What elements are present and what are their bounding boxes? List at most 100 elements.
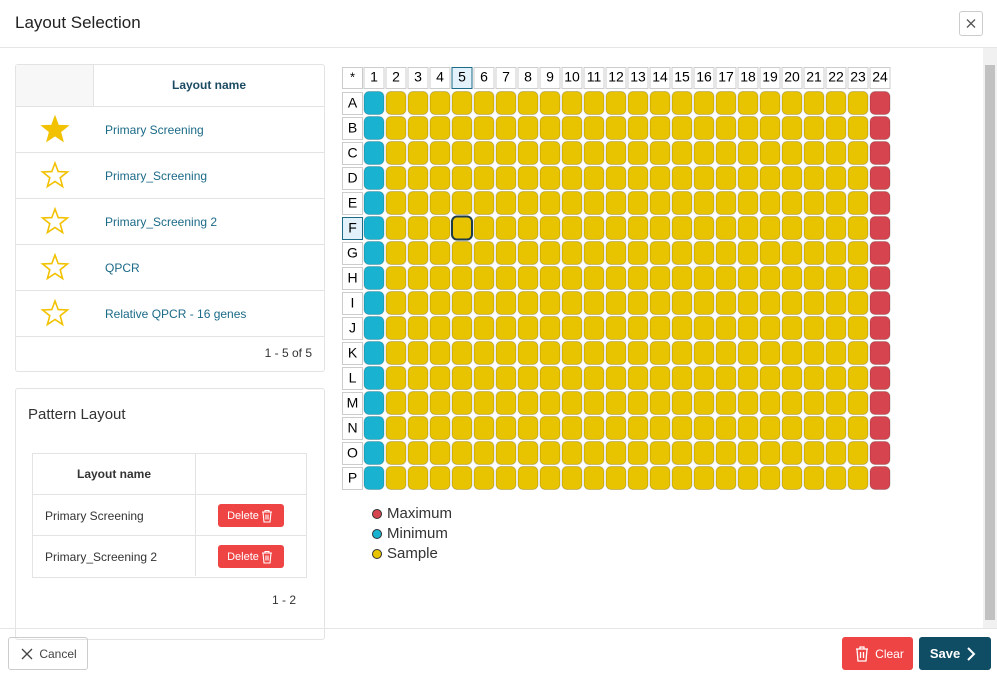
well[interactable] bbox=[451, 116, 473, 140]
well[interactable] bbox=[539, 291, 561, 315]
well[interactable] bbox=[605, 116, 627, 140]
well[interactable] bbox=[561, 241, 583, 265]
well[interactable] bbox=[781, 466, 803, 490]
well[interactable] bbox=[385, 466, 407, 490]
delete-button[interactable]: Delete bbox=[218, 504, 284, 527]
well[interactable] bbox=[627, 116, 649, 140]
well[interactable] bbox=[363, 416, 385, 440]
well[interactable] bbox=[759, 291, 781, 315]
well[interactable] bbox=[759, 366, 781, 390]
well[interactable] bbox=[583, 366, 605, 390]
well[interactable] bbox=[583, 291, 605, 315]
well[interactable] bbox=[473, 341, 495, 365]
row-label[interactable]: C bbox=[347, 145, 357, 161]
well[interactable] bbox=[847, 141, 869, 165]
well[interactable] bbox=[847, 341, 869, 365]
well[interactable] bbox=[517, 266, 539, 290]
well[interactable] bbox=[847, 391, 869, 415]
well[interactable] bbox=[583, 391, 605, 415]
well[interactable] bbox=[363, 341, 385, 365]
well[interactable] bbox=[803, 91, 825, 115]
well[interactable] bbox=[649, 391, 671, 415]
column-label[interactable]: 20 bbox=[784, 69, 800, 85]
well[interactable] bbox=[473, 441, 495, 465]
well[interactable] bbox=[847, 116, 869, 140]
row-label[interactable]: M bbox=[347, 395, 359, 411]
well[interactable] bbox=[715, 241, 737, 265]
well[interactable] bbox=[495, 391, 517, 415]
well[interactable] bbox=[649, 291, 671, 315]
well[interactable] bbox=[715, 116, 737, 140]
well[interactable] bbox=[803, 116, 825, 140]
well[interactable] bbox=[473, 116, 495, 140]
well[interactable] bbox=[363, 466, 385, 490]
well[interactable] bbox=[803, 141, 825, 165]
well[interactable] bbox=[781, 266, 803, 290]
well[interactable] bbox=[473, 241, 495, 265]
well[interactable] bbox=[561, 416, 583, 440]
well[interactable] bbox=[693, 91, 715, 115]
well[interactable] bbox=[495, 116, 517, 140]
well[interactable] bbox=[649, 316, 671, 340]
well[interactable] bbox=[693, 366, 715, 390]
well[interactable] bbox=[539, 116, 561, 140]
well[interactable] bbox=[649, 216, 671, 240]
column-label[interactable]: 17 bbox=[718, 69, 734, 85]
well[interactable] bbox=[759, 391, 781, 415]
column-label[interactable]: 9 bbox=[546, 69, 554, 85]
well[interactable] bbox=[605, 241, 627, 265]
well[interactable] bbox=[605, 416, 627, 440]
well[interactable] bbox=[869, 366, 891, 390]
layout-link[interactable]: Primary Screening bbox=[105, 123, 204, 137]
layout-link[interactable]: Primary_Screening 2 bbox=[105, 215, 218, 229]
well[interactable] bbox=[737, 216, 759, 240]
well[interactable] bbox=[759, 141, 781, 165]
well[interactable] bbox=[671, 291, 693, 315]
well[interactable] bbox=[605, 166, 627, 190]
well[interactable] bbox=[561, 266, 583, 290]
well[interactable] bbox=[825, 141, 847, 165]
well[interactable] bbox=[473, 466, 495, 490]
well[interactable] bbox=[473, 141, 495, 165]
well[interactable] bbox=[693, 291, 715, 315]
well[interactable] bbox=[407, 441, 429, 465]
well[interactable] bbox=[517, 366, 539, 390]
well[interactable] bbox=[869, 216, 891, 240]
column-label[interactable]: 7 bbox=[502, 69, 510, 85]
well[interactable] bbox=[671, 316, 693, 340]
well[interactable] bbox=[363, 91, 385, 115]
row-label[interactable]: I bbox=[351, 295, 355, 311]
well[interactable] bbox=[363, 291, 385, 315]
well[interactable] bbox=[363, 166, 385, 190]
well[interactable] bbox=[407, 366, 429, 390]
well[interactable] bbox=[385, 141, 407, 165]
well[interactable] bbox=[869, 466, 891, 490]
well[interactable] bbox=[429, 316, 451, 340]
well[interactable] bbox=[869, 441, 891, 465]
well[interactable] bbox=[781, 366, 803, 390]
well[interactable] bbox=[451, 291, 473, 315]
well[interactable] bbox=[869, 91, 891, 115]
well[interactable] bbox=[517, 241, 539, 265]
well[interactable] bbox=[737, 116, 759, 140]
well[interactable] bbox=[759, 466, 781, 490]
well[interactable] bbox=[649, 441, 671, 465]
well[interactable] bbox=[627, 391, 649, 415]
well[interactable] bbox=[561, 316, 583, 340]
well[interactable] bbox=[737, 291, 759, 315]
well[interactable] bbox=[385, 391, 407, 415]
well[interactable] bbox=[429, 241, 451, 265]
well[interactable] bbox=[803, 316, 825, 340]
well[interactable] bbox=[825, 291, 847, 315]
well[interactable] bbox=[825, 441, 847, 465]
layout-link[interactable]: Relative QPCR - 16 genes bbox=[105, 307, 247, 321]
well[interactable] bbox=[451, 391, 473, 415]
well[interactable] bbox=[561, 366, 583, 390]
column-label[interactable]: 16 bbox=[696, 69, 712, 85]
well[interactable] bbox=[473, 291, 495, 315]
well[interactable] bbox=[561, 441, 583, 465]
close-button[interactable] bbox=[959, 11, 983, 36]
well[interactable] bbox=[715, 266, 737, 290]
well[interactable] bbox=[451, 241, 473, 265]
well[interactable] bbox=[693, 266, 715, 290]
